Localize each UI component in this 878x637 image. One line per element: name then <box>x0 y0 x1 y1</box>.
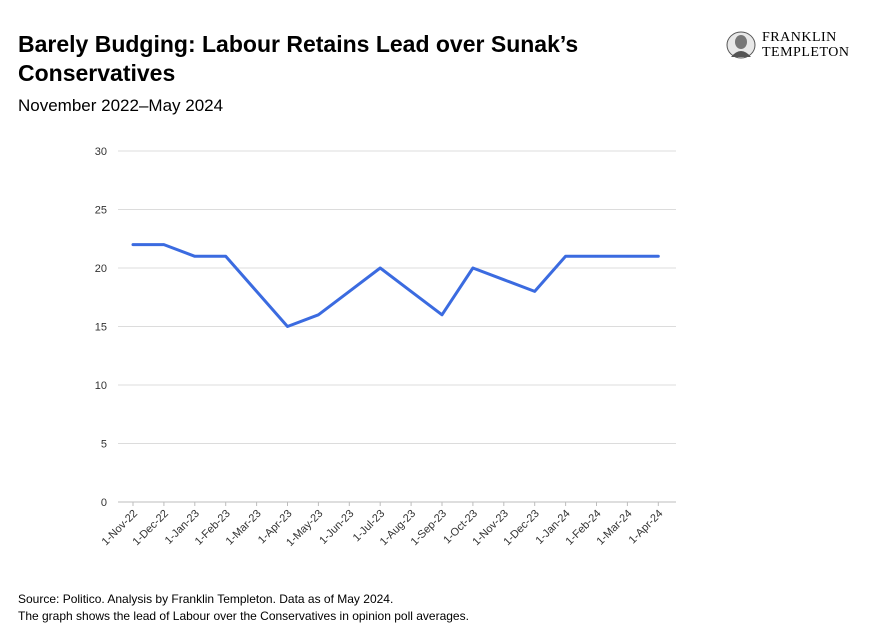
explanation-note: The graph shows the lead of Labour over … <box>18 609 469 623</box>
data-point <box>471 266 475 270</box>
data-point <box>657 255 660 258</box>
y-tick-label: 30 <box>95 146 107 158</box>
line-chart: 0 5 10 15 20 25 30 1-Nov-221-Dec-221-Jan-231-F… <box>95 146 676 549</box>
logo-line-templeton: TEMPLETON <box>762 45 850 60</box>
x-axis-ticks: 1-Nov-221-Dec-221-Jan-231-Feb-231-Mar-23… <box>100 502 666 549</box>
y-tick-label: 0 <box>101 497 107 509</box>
chart-title: Barely Budging: Labour Retains Lead over… <box>18 31 579 86</box>
data-point <box>162 243 166 246</box>
data-point <box>131 243 135 246</box>
chart-subtitle: November 2022–May 2024 <box>18 96 224 115</box>
data-point <box>409 290 413 293</box>
data-point <box>286 325 289 328</box>
series-lines <box>131 243 660 328</box>
franklin-templeton-logo: FRANKLIN TEMPLETON <box>726 30 866 60</box>
y-axis-ticks: 0 5 10 15 20 25 30 <box>95 146 107 509</box>
y-tick-label: 10 <box>95 380 107 392</box>
data-point <box>317 313 320 316</box>
y-tick-label: 15 <box>95 322 107 334</box>
y-tick-label: 5 <box>101 439 107 451</box>
series-line-labour-lead <box>131 243 660 328</box>
data-point <box>564 255 567 258</box>
data-point <box>379 266 382 270</box>
data-point <box>626 255 629 258</box>
footer-notes: Source: Politico. Analysis by Franklin T… <box>18 591 469 625</box>
logo-text: FRANKLIN TEMPLETON <box>762 30 849 60</box>
data-point <box>224 255 227 258</box>
y-tick-label: 25 <box>95 205 107 217</box>
data-point <box>595 255 598 258</box>
grid-lines <box>118 150 676 503</box>
x-tick-label: 1-Apr-24 <box>627 508 666 547</box>
x-tick-label: 1-Jun-23 <box>317 508 356 547</box>
y-tick-label: 20 <box>95 263 107 275</box>
source-note: Source: Politico. Analysis by Franklin T… <box>18 592 394 606</box>
seal-icon <box>726 31 756 59</box>
data-point <box>193 255 196 258</box>
data-point <box>348 290 351 293</box>
data-point <box>502 278 505 281</box>
data-point <box>440 313 444 316</box>
data-point <box>255 290 258 293</box>
logo-line-franklin: FRANKLIN <box>762 30 837 45</box>
data-point <box>533 290 536 293</box>
